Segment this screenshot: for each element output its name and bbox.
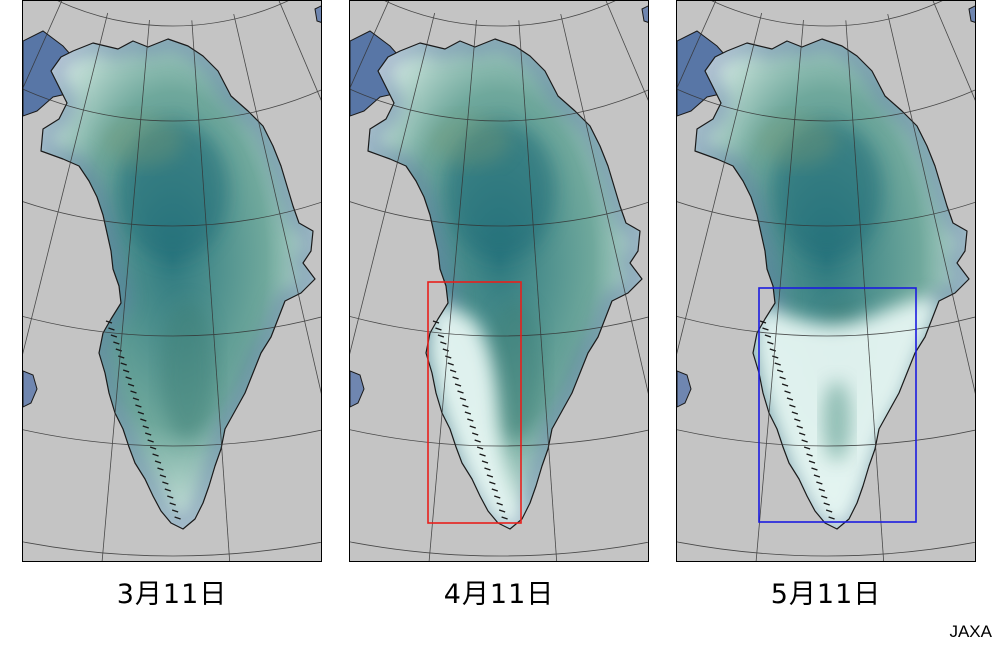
highlight-box [758, 287, 917, 523]
map-panel-april [349, 0, 649, 562]
highlight-box [427, 281, 522, 524]
date-label-may: 5月11日 [770, 579, 882, 610]
greenland-map-march [23, 1, 321, 561]
greenland-map-april [350, 1, 648, 561]
credit-label: JAXA [949, 622, 992, 641]
map-panel-march [22, 0, 322, 562]
greenland-map-may [677, 1, 975, 561]
date-label-april: 4月11日 [443, 579, 555, 610]
map-panel-may [676, 0, 976, 562]
date-label-march: 3月11日 [116, 579, 228, 610]
